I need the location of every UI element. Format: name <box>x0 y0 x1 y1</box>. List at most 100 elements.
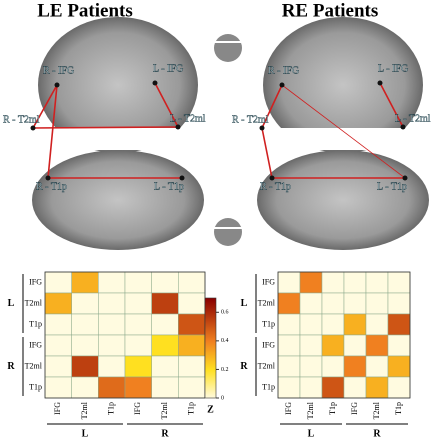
col-label: T1p <box>186 402 195 415</box>
col-label: IFG <box>133 402 142 415</box>
colorbar-band <box>205 348 216 351</box>
cell <box>151 376 179 399</box>
cell <box>321 334 345 357</box>
cell <box>387 313 411 336</box>
node <box>377 80 383 86</box>
cell <box>151 292 179 315</box>
cell <box>321 313 345 336</box>
row-label: IFG <box>262 277 275 286</box>
cell <box>299 271 323 294</box>
col-label: IFG <box>284 402 293 415</box>
colorbar-band <box>205 384 216 387</box>
node-label: L - T1p <box>154 181 184 192</box>
node-label: R - T1p <box>36 181 67 192</box>
node <box>400 124 406 130</box>
group-label: L <box>8 298 15 309</box>
colorbar-band <box>205 340 216 343</box>
cell <box>365 292 389 315</box>
colorbar-band <box>205 376 216 379</box>
row-label: IFG <box>29 340 42 349</box>
colorbar-band <box>205 310 216 313</box>
colorbar-band <box>205 350 216 353</box>
cell <box>387 271 411 294</box>
colorbar-band <box>205 378 216 381</box>
colorbar-band <box>205 380 216 383</box>
colorbar-band <box>205 326 216 329</box>
colorbar-band <box>205 322 216 325</box>
colorbar-tick-label: 0.6 <box>221 310 229 316</box>
node-label: L - T1p <box>377 181 407 192</box>
cell <box>151 313 179 336</box>
group-label: R <box>373 428 381 439</box>
row-label: IFG <box>262 340 275 349</box>
colorbar-band <box>205 324 216 327</box>
cell <box>299 355 323 378</box>
frame <box>277 271 411 399</box>
colorbar-band <box>205 372 216 375</box>
node-label: L - IFG <box>378 63 408 74</box>
cell <box>343 313 367 336</box>
colorbar-band <box>205 330 216 333</box>
colorbar-tick-label: 0.4 <box>221 338 229 344</box>
col-label: T2ml <box>372 401 381 419</box>
colorbar-band <box>205 306 216 309</box>
group-label: L <box>308 428 315 439</box>
colorbar-band <box>205 394 216 397</box>
cell <box>343 292 367 315</box>
colorbar-band <box>205 368 216 371</box>
cell <box>71 355 99 378</box>
group-label: L <box>82 428 89 439</box>
cell <box>387 334 411 357</box>
cell <box>124 355 152 378</box>
cell <box>71 334 99 357</box>
cell <box>44 271 72 294</box>
colorbar-band <box>205 334 216 337</box>
colorbar-band <box>205 314 216 317</box>
cell <box>178 292 206 315</box>
colorbar-tick-label: 0 <box>221 395 224 401</box>
colorbar-band <box>205 318 216 321</box>
cell <box>277 355 301 378</box>
colorbar-band <box>205 308 216 311</box>
cell <box>98 292 126 315</box>
cell <box>44 376 72 399</box>
colorbar-band <box>205 302 216 305</box>
colorbar-band <box>205 316 216 319</box>
panel-title: RE Patients <box>282 0 379 21</box>
col-label: T2ml <box>160 401 169 419</box>
row-label: IFG <box>29 277 42 286</box>
colorbar-band <box>205 364 216 367</box>
cell <box>44 313 72 336</box>
group-label: R <box>7 361 15 372</box>
cell <box>151 334 179 357</box>
cell <box>98 271 126 294</box>
node <box>152 80 158 86</box>
colorbar-band <box>205 360 216 363</box>
col-label: T2ml <box>306 401 315 419</box>
cell <box>277 313 301 336</box>
node <box>269 175 275 181</box>
colorbar-frame <box>204 297 217 399</box>
cell <box>299 376 323 399</box>
node <box>175 124 181 130</box>
node-label: L - T2ml <box>395 113 431 124</box>
cell <box>124 313 152 336</box>
cell <box>71 313 99 336</box>
col-label: T1p <box>394 402 403 415</box>
row-label: T2ml <box>258 298 276 307</box>
cell <box>277 334 301 357</box>
cell <box>124 271 152 294</box>
colorbar-band <box>205 382 216 385</box>
cell <box>387 292 411 315</box>
cell <box>178 355 206 378</box>
row-label: T1p <box>29 319 42 328</box>
cell <box>44 292 72 315</box>
row-label: T1p <box>29 382 42 391</box>
cell <box>321 355 345 378</box>
cell <box>365 376 389 399</box>
cell <box>98 334 126 357</box>
cell <box>98 376 126 399</box>
cell <box>124 292 152 315</box>
col-label: IFG <box>350 402 359 415</box>
